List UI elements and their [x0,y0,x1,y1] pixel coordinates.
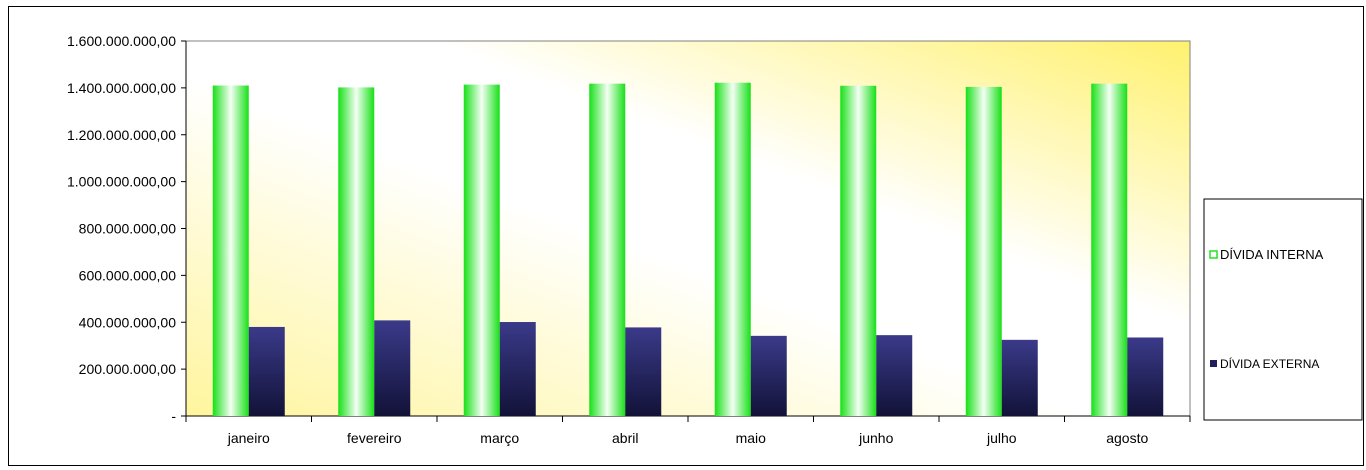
bar-divida-externa [499,322,536,416]
bar-divida-externa [876,335,913,416]
y-tick-label: - [171,408,176,424]
plot-area [185,40,1191,417]
bar-divida-interna [338,87,375,416]
y-axis: - 200.000.000,00 400.000.000,00 600.000.000… [67,33,187,424]
x-axis: janeiro fevereiro março abril maio junho julho… [185,415,1191,446]
bar-divida-interna [463,84,500,416]
bar-divida-externa [1001,339,1038,416]
y-tick-label: 1.600.000.000,00 [67,33,176,49]
chart-frame: - 200.000.000,00 400.000.000,00 600.000.000… [8,6,1364,466]
bar-divida-externa [248,326,285,416]
y-tick-label: 600.000.000,00 [79,267,177,283]
y-tick-label: 800.000.000,00 [79,221,177,237]
x-tick-label: abril [612,430,638,446]
legend-swatch-interna [1209,250,1218,259]
bar-divida-interna [589,83,626,416]
y-tick-label: 200.000.000,00 [79,361,177,377]
x-tick-label: julho [986,430,1017,446]
legend-label-interna: DÍVIDA INTERNA [1220,247,1324,262]
bar-divida-externa [625,327,662,416]
legend-box [1203,198,1363,421]
bar-chart: - 200.000.000,00 400.000.000,00 600.000.000… [67,33,1363,446]
bar-divida-interna [212,85,249,416]
x-tick-label: agosto [1106,430,1148,446]
legend-swatch-externa [1210,360,1217,367]
bars [212,82,1164,416]
x-tick-label: fevereiro [347,430,402,446]
x-tick-label: maio [736,430,767,446]
bar-divida-externa [374,320,411,416]
legend: DÍVIDA INTERNA DÍVIDA EXTERNA [1203,198,1363,421]
y-tick-label: 1.200.000.000,00 [67,127,176,143]
bar-divida-interna [714,82,751,416]
x-tick-label: janeiro [227,430,270,446]
y-tick-label: 1.400.000.000,00 [67,80,176,96]
bar-divida-externa [750,335,787,416]
bar-divida-interna [965,86,1002,416]
bar-divida-externa [1127,337,1164,416]
bar-divida-interna [840,85,877,416]
x-tick-label: junho [858,430,893,446]
y-tick-label: 400.000.000,00 [79,314,177,330]
bar-divida-interna [1091,83,1128,416]
x-tick-label: março [480,430,519,446]
legend-label-externa: DÍVIDA EXTERNA [1220,356,1319,371]
y-tick-label: 1.000.000.000,00 [67,174,176,190]
